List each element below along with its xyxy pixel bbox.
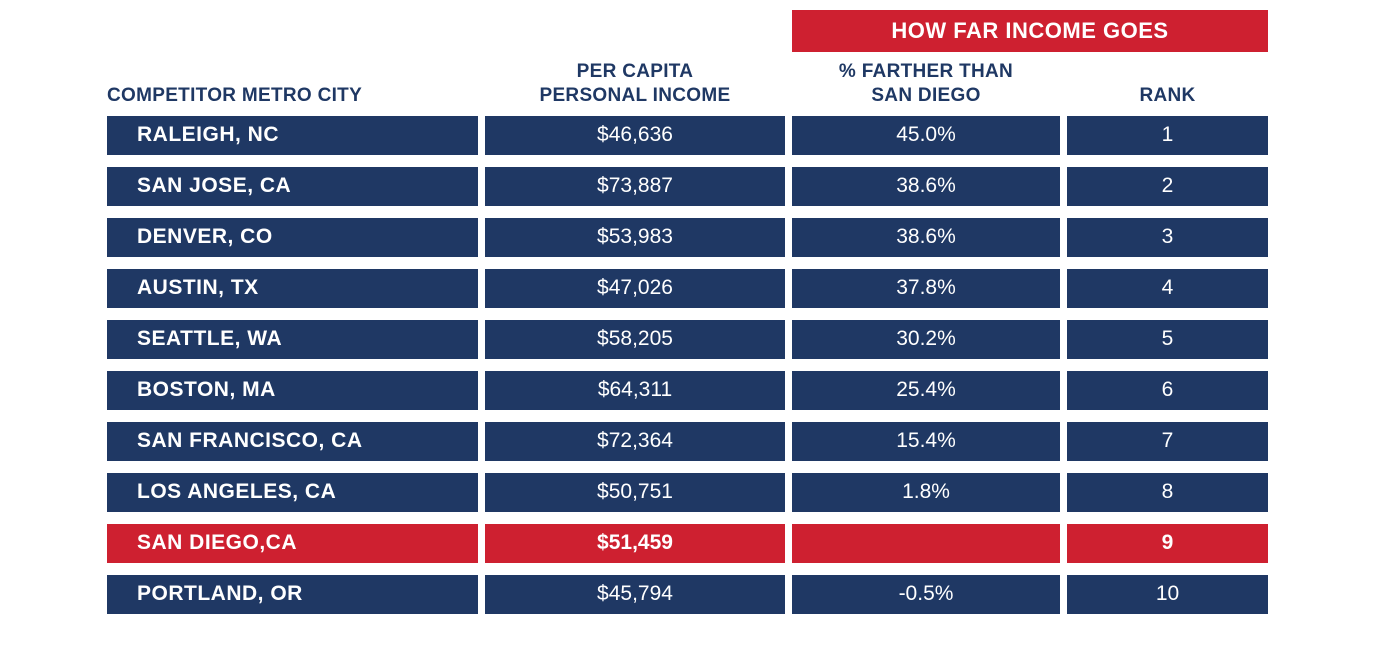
column-header-row: COMPETITOR METRO CITY PER CAPITA PERSONA… (107, 60, 1267, 110)
rank-cell: 3 (1067, 217, 1268, 257)
table-row: AUSTIN, TX $47,026 37.8% 4 (107, 268, 1268, 308)
rank-cell: 6 (1067, 370, 1268, 410)
rank-cell: 1 (1067, 115, 1268, 155)
table-row: SAN FRANCISCO, CA $72,364 15.4% 7 (107, 421, 1268, 461)
pct-cell: 30.2% (792, 319, 1060, 359)
table-row: RALEIGH, NC $46,636 45.0% 1 (107, 115, 1268, 155)
rank-cell: 9 (1067, 523, 1268, 563)
column-header-income-line1: PER CAPITA (576, 61, 694, 82)
banner-how-far-income-goes: HOW FAR INCOME GOES (792, 10, 1268, 52)
column-header-income-line2: PERSONAL INCOME (539, 84, 731, 106)
column-header-income: PER CAPITA PERSONAL INCOME (485, 60, 785, 110)
banner-row: HOW FAR INCOME GOES (107, 10, 1268, 52)
column-header-pct-line1: % FARTHER THAN (838, 61, 1014, 82)
rank-cell: 5 (1067, 319, 1268, 359)
city-cell: BOSTON, MA (107, 370, 478, 410)
column-header-rank: RANK (1139, 84, 1196, 106)
pct-cell: 1.8% (792, 472, 1060, 512)
pct-cell: 15.4% (792, 421, 1060, 461)
rank-cell: 8 (1067, 472, 1268, 512)
city-cell: SAN DIEGO,CA (107, 523, 478, 563)
city-cell: PORTLAND, OR (107, 574, 478, 614)
table-row: DENVER, CO $53,983 38.6% 3 (107, 217, 1268, 257)
income-cell: $46,636 (485, 115, 785, 155)
rank-cell: 7 (1067, 421, 1268, 461)
column-header-pct-line2: SAN DIEGO (871, 84, 981, 106)
table-row: BOSTON, MA $64,311 25.4% 6 (107, 370, 1268, 410)
table-row: PORTLAND, OR $45,794 -0.5% 10 (107, 574, 1268, 614)
column-header-pct: % FARTHER THAN SAN DIEGO (792, 60, 1060, 110)
pct-cell: 45.0% (792, 115, 1060, 155)
city-cell: DENVER, CO (107, 217, 478, 257)
pct-cell: -0.5% (792, 574, 1060, 614)
income-cell: $64,311 (485, 370, 785, 410)
city-cell: SAN FRANCISCO, CA (107, 421, 478, 461)
pct-cell: 38.6% (792, 217, 1060, 257)
income-cell: $53,983 (485, 217, 785, 257)
income-cell: $73,887 (485, 166, 785, 206)
city-cell: AUSTIN, TX (107, 268, 478, 308)
table-row: LOS ANGELES, CA $50,751 1.8% 8 (107, 472, 1268, 512)
pct-cell: 38.6% (792, 166, 1060, 206)
city-cell: SEATTLE, WA (107, 319, 478, 359)
income-cell: $47,026 (485, 268, 785, 308)
income-cell: $50,751 (485, 472, 785, 512)
rank-cell: 10 (1067, 574, 1268, 614)
pct-cell: 37.8% (792, 268, 1060, 308)
income-cell: $45,794 (485, 574, 785, 614)
column-header-city: COMPETITOR METRO CITY (107, 84, 363, 106)
rank-cell: 2 (1067, 166, 1268, 206)
income-comparison-table: HOW FAR INCOME GOES COMPETITOR METRO CIT… (107, 10, 1268, 614)
city-cell: SAN JOSE, CA (107, 166, 478, 206)
rank-cell: 4 (1067, 268, 1268, 308)
table-row: SAN JOSE, CA $73,887 38.6% 2 (107, 166, 1268, 206)
city-cell: RALEIGH, NC (107, 115, 478, 155)
table-row: SEATTLE, WA $58,205 30.2% 5 (107, 319, 1268, 359)
city-cell: LOS ANGELES, CA (107, 472, 478, 512)
income-cell: $51,459 (485, 523, 785, 563)
table-row-san-diego: SAN DIEGO,CA $51,459 9 (107, 523, 1268, 563)
income-cell: $72,364 (485, 421, 785, 461)
pct-cell: 25.4% (792, 370, 1060, 410)
income-cell: $58,205 (485, 319, 785, 359)
pct-cell (792, 523, 1060, 563)
